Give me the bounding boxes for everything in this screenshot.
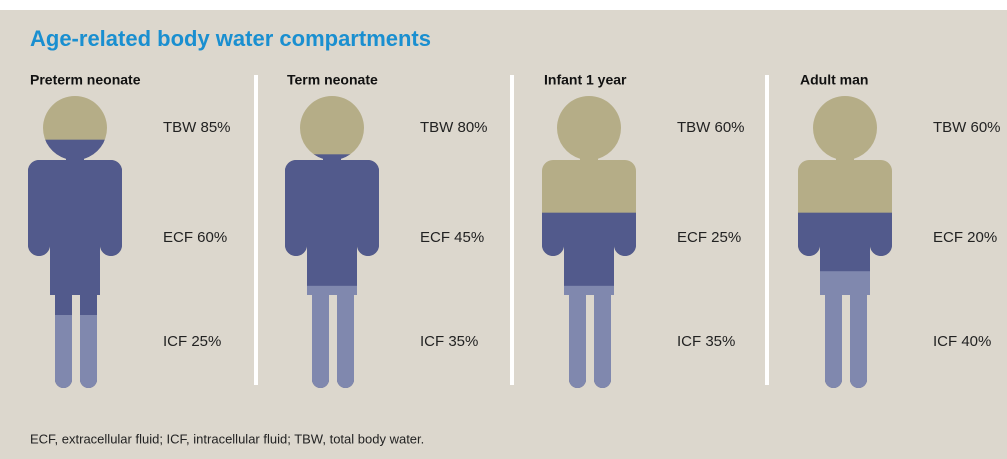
panel-name: Infant 1 year xyxy=(544,72,627,88)
ecf-label: ECF 20% xyxy=(933,229,997,246)
tbw-label: TBW 85% xyxy=(163,119,231,136)
ecf-label: ECF 60% xyxy=(163,229,227,246)
ecf-label: ECF 25% xyxy=(677,229,741,246)
tbw-label: TBW 60% xyxy=(677,119,745,136)
tbw-label: TBW 60% xyxy=(933,119,1001,136)
icf-label: ICF 25% xyxy=(163,333,221,350)
panel-name: Term neonate xyxy=(287,72,378,88)
footnote: ECF, extracellular fluid; ICF, intracell… xyxy=(30,431,424,446)
panel-name: Preterm neonate xyxy=(30,72,141,88)
infographic: Age-related body water compartments ECF,… xyxy=(0,0,1007,459)
ecf-label: ECF 45% xyxy=(420,229,484,246)
icf-label: ICF 35% xyxy=(420,333,478,350)
tbw-label: TBW 80% xyxy=(420,119,488,136)
icf-label: ICF 40% xyxy=(933,333,991,350)
title: Age-related body water compartments xyxy=(30,26,431,51)
icf-label: ICF 35% xyxy=(677,333,735,350)
panel-name: Adult man xyxy=(800,72,868,88)
